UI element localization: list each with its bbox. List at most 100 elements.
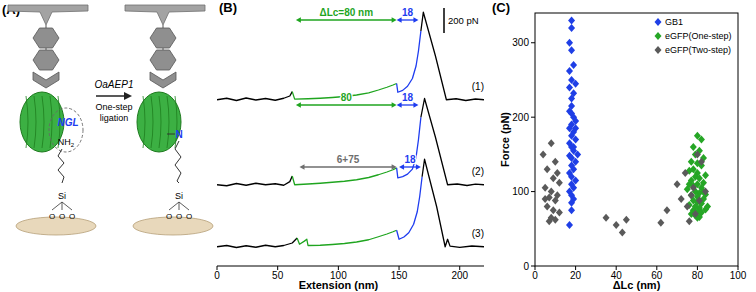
scatter-point <box>682 169 689 177</box>
y-tick <box>531 266 535 267</box>
egfp-strand <box>151 96 153 148</box>
cantilever <box>125 5 205 25</box>
scatter-point <box>552 216 559 224</box>
x-axis-label: ΔLc (nm) <box>613 279 661 291</box>
arrow-head <box>392 164 397 170</box>
legend: GB1 eGFP(One-step) eGFP(Two-step) <box>655 17 732 55</box>
construct: NSiOOO <box>125 5 213 235</box>
annotation-arrow <box>402 166 418 167</box>
x-tick-label: 100 <box>730 270 747 281</box>
egfp-strand <box>143 96 145 148</box>
y-tick <box>531 117 535 118</box>
panel-c: (C)0204060801000100200300ΔLc (nm)Force (… <box>492 0 747 291</box>
oxygen-label: O <box>166 212 172 221</box>
scatter-point <box>546 217 553 225</box>
scatter-point <box>550 174 557 182</box>
panel-a: (A)NGLNH2SiOOONSiOOOOaAEP1One-stepligati… <box>2 2 213 235</box>
scatter-point <box>663 206 670 214</box>
y-tick <box>531 191 535 192</box>
annotation-arrow <box>303 166 394 167</box>
x-tick-label: 0 <box>532 270 538 281</box>
bond <box>62 202 72 210</box>
scatter-point <box>570 61 577 69</box>
scatter-point <box>568 199 575 207</box>
substrate <box>133 217 213 235</box>
arrow-head <box>413 102 418 108</box>
annotation-label: ΔLc=80 nm <box>319 7 373 18</box>
step-label: One-step <box>95 102 132 112</box>
x-tick-label: 50 <box>272 270 284 281</box>
bond <box>179 202 180 210</box>
annotation-label: 6+75 <box>337 154 360 165</box>
scatter-point <box>570 143 577 151</box>
construct: NGLNH2SiOOO <box>8 5 96 235</box>
arrow-head <box>397 102 402 108</box>
silicon-label: Si <box>175 191 183 201</box>
bond <box>179 202 189 210</box>
scale-bar-label: 200 pN <box>448 15 479 26</box>
amine-label: NH2 <box>58 137 75 148</box>
x-axis <box>217 266 484 267</box>
x-tick-label: 20 <box>570 270 582 281</box>
trace-segment <box>217 176 292 186</box>
annotation-label: 18 <box>402 92 414 103</box>
scatter-point <box>702 171 709 179</box>
y-tick-label: 300 <box>512 37 529 48</box>
legend-marker <box>655 32 662 40</box>
trace-segment <box>397 31 421 92</box>
scatter-point <box>704 202 711 210</box>
annotation-label: 80 <box>341 92 353 103</box>
plot-frame <box>535 13 738 266</box>
motif-label: NGL <box>57 117 78 128</box>
scatter-point <box>568 95 575 103</box>
scatter-point <box>566 67 573 75</box>
annotation-label: 18 <box>404 154 416 165</box>
gb1-domain <box>33 28 59 48</box>
scatter-point <box>542 184 549 192</box>
legend-label: GB1 <box>665 17 683 27</box>
substrate <box>16 217 96 235</box>
scatter-point <box>574 150 581 158</box>
chevron-domain <box>33 72 59 88</box>
y-tick <box>531 42 535 43</box>
scatter-point <box>550 206 557 214</box>
panel-label: (C) <box>492 0 510 15</box>
y-axis-label: Force (pN) <box>499 112 511 167</box>
arrow-head <box>399 164 404 170</box>
legend-label: eGFP(Two-step) <box>665 45 731 55</box>
scatter-point <box>690 184 697 192</box>
scatter-point <box>623 216 630 224</box>
scatter-point <box>566 221 573 229</box>
scatter-point <box>688 158 695 166</box>
annotation-arrow <box>299 19 394 20</box>
silicon-label: Si <box>58 191 66 201</box>
scatter-point <box>674 180 681 188</box>
scatter-point <box>544 202 551 210</box>
trace-label: (1) <box>472 81 484 92</box>
trace-segment <box>217 92 292 101</box>
trace-segment <box>421 99 484 186</box>
chevron-domain <box>150 72 176 88</box>
egfp <box>137 92 181 152</box>
link-label: N <box>175 129 182 140</box>
bond <box>169 202 179 210</box>
arrow-head <box>124 92 132 100</box>
cantilever <box>8 5 88 25</box>
scatter-point <box>698 158 705 166</box>
scatter-point <box>556 208 563 216</box>
arrow-head <box>416 164 421 170</box>
scatter-point <box>548 139 555 147</box>
arrow-head <box>392 102 397 108</box>
scatter-point <box>572 80 579 88</box>
egfp-strand <box>167 96 169 148</box>
trace-label: (2) <box>472 166 484 177</box>
legend-label: eGFP(One-step) <box>665 31 732 41</box>
trace-label: (3) <box>472 228 484 239</box>
egfp-strand <box>34 96 36 148</box>
egfp-strand <box>159 96 161 148</box>
scatter-point <box>540 150 547 158</box>
arrow-head <box>296 102 301 108</box>
linker <box>58 149 64 183</box>
oxygen-label: O <box>69 212 75 221</box>
scatter-point <box>690 143 697 151</box>
